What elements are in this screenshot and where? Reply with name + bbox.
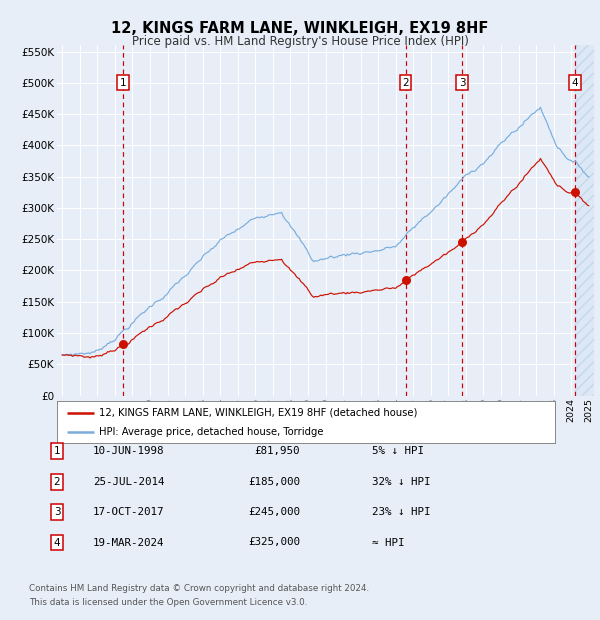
Text: Contains HM Land Registry data © Crown copyright and database right 2024.: Contains HM Land Registry data © Crown c…	[29, 584, 369, 593]
Text: Price paid vs. HM Land Registry's House Price Index (HPI): Price paid vs. HM Land Registry's House …	[131, 35, 469, 48]
Text: 2: 2	[53, 477, 61, 487]
Text: 4: 4	[53, 538, 61, 547]
Text: 2: 2	[402, 78, 409, 88]
Text: 23% ↓ HPI: 23% ↓ HPI	[372, 507, 431, 517]
Text: 5% ↓ HPI: 5% ↓ HPI	[372, 446, 424, 456]
Text: £325,000: £325,000	[248, 538, 300, 547]
Text: 19-MAR-2024: 19-MAR-2024	[93, 538, 164, 547]
Text: 3: 3	[459, 78, 466, 88]
Text: 1: 1	[119, 78, 126, 88]
Text: ≈ HPI: ≈ HPI	[372, 538, 404, 547]
Text: 1: 1	[53, 446, 61, 456]
Text: 32% ↓ HPI: 32% ↓ HPI	[372, 477, 431, 487]
Text: HPI: Average price, detached house, Torridge: HPI: Average price, detached house, Torr…	[100, 427, 324, 437]
Text: 25-JUL-2014: 25-JUL-2014	[93, 477, 164, 487]
Text: This data is licensed under the Open Government Licence v3.0.: This data is licensed under the Open Gov…	[29, 598, 307, 607]
Bar	[575, 45, 594, 396]
Text: 12, KINGS FARM LANE, WINKLEIGH, EX19 8HF: 12, KINGS FARM LANE, WINKLEIGH, EX19 8HF	[112, 21, 488, 36]
Text: 4: 4	[572, 78, 578, 88]
Text: £185,000: £185,000	[248, 477, 300, 487]
Text: £245,000: £245,000	[248, 507, 300, 517]
Text: 17-OCT-2017: 17-OCT-2017	[93, 507, 164, 517]
Text: 12, KINGS FARM LANE, WINKLEIGH, EX19 8HF (detached house): 12, KINGS FARM LANE, WINKLEIGH, EX19 8HF…	[100, 407, 418, 417]
Text: 3: 3	[53, 507, 61, 517]
Text: £81,950: £81,950	[254, 446, 300, 456]
Text: 10-JUN-1998: 10-JUN-1998	[93, 446, 164, 456]
Bar	[575, 45, 594, 396]
